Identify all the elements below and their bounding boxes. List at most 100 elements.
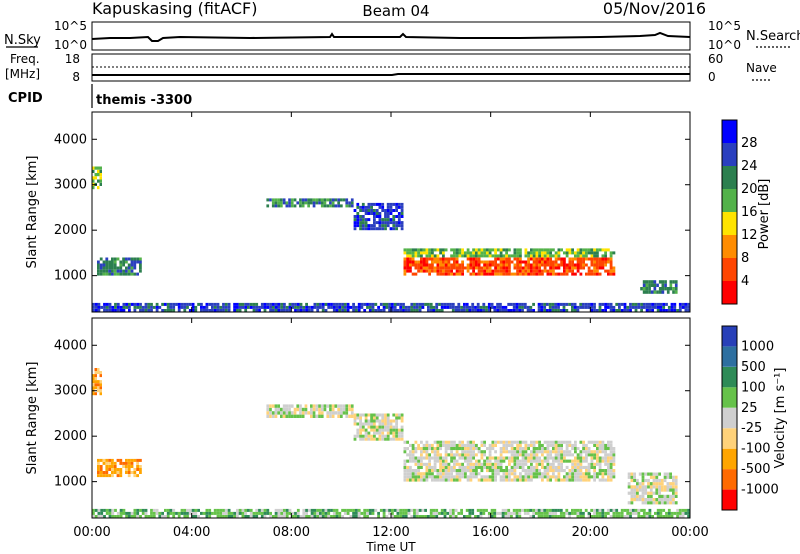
data-cell [674, 283, 678, 287]
data-cell [122, 260, 125, 264]
data-cell [307, 201, 310, 205]
data-cell [601, 443, 605, 447]
data-cell [518, 302, 522, 306]
data-cell [516, 248, 519, 252]
data-cell [487, 305, 491, 309]
data-cell [370, 437, 373, 441]
data-cell [593, 305, 596, 309]
data-cell [604, 257, 607, 261]
data-cell [368, 511, 372, 515]
data-cell [466, 475, 470, 479]
data-cell [627, 491, 631, 495]
data-cell [609, 475, 613, 479]
data-cell [585, 248, 588, 252]
colorbar-segment [722, 189, 737, 212]
data-cell [307, 204, 310, 208]
data-cell [103, 305, 106, 309]
data-cell [499, 248, 503, 252]
data-cell [607, 462, 610, 466]
data-cell [563, 453, 566, 457]
data-cell [660, 482, 664, 486]
data-cell [463, 305, 466, 309]
data-cell [645, 287, 649, 291]
data-cell [367, 419, 371, 423]
data-cell [464, 469, 467, 473]
data-cell [346, 508, 350, 512]
data-cell [211, 511, 214, 515]
data-cell [321, 511, 325, 515]
nsky-label: N.Sky [4, 33, 41, 48]
data-cell [370, 209, 373, 212]
data-cell [554, 511, 558, 515]
data-cell [563, 456, 566, 460]
data-cell [263, 302, 267, 306]
data-cell [230, 511, 234, 515]
data-cell [338, 515, 342, 518]
data-cell [111, 257, 114, 261]
data-cell [444, 472, 448, 476]
data-cell [482, 511, 486, 515]
data-cell [516, 251, 519, 255]
data-cell [482, 309, 486, 312]
data-cell [417, 456, 420, 460]
data-cell [451, 515, 455, 518]
data-cell [388, 309, 391, 312]
data-cell [274, 508, 278, 512]
data-cell [618, 511, 621, 515]
data-cell [472, 257, 475, 261]
data-cell [133, 468, 137, 471]
data-cell [122, 263, 125, 267]
data-cell [607, 269, 610, 273]
data-cell [609, 263, 613, 267]
data-cell [532, 260, 536, 264]
data-cell [403, 447, 407, 451]
data-cell [436, 447, 440, 451]
data-cell [574, 456, 577, 460]
data-cell [451, 302, 455, 306]
data-cell [641, 482, 645, 486]
data-cell [418, 515, 422, 518]
data-cell [122, 309, 126, 312]
data-cell [593, 443, 596, 447]
data-cell [571, 475, 574, 479]
data-cell [510, 440, 514, 444]
data-cell [136, 515, 140, 518]
data-cell [381, 437, 385, 441]
data-cell [648, 508, 652, 512]
data-cell [670, 511, 674, 515]
freq-tick-bottom: 8 [72, 70, 80, 84]
data-cell [323, 404, 327, 408]
data-cell [486, 254, 489, 258]
data-cell [381, 227, 385, 231]
data-cell [585, 465, 588, 469]
data-cell [378, 437, 382, 441]
data-cell [269, 309, 272, 312]
data-cell [488, 469, 492, 473]
data-cell [590, 465, 594, 469]
data-cell [164, 309, 167, 312]
data-cell [604, 248, 607, 252]
data-cell [330, 302, 333, 306]
data-cell [527, 456, 530, 460]
data-cell [502, 459, 506, 463]
data-cell [538, 459, 541, 463]
data-cell [414, 462, 418, 466]
data-cell [111, 305, 115, 309]
cpid-label: CPID [8, 91, 43, 106]
data-cell [483, 465, 486, 469]
data-cell [133, 272, 137, 276]
data-cell [502, 266, 506, 270]
data-cell [519, 475, 522, 479]
data-cell [626, 309, 630, 312]
data-cell [458, 248, 462, 252]
data-cell [607, 447, 610, 451]
data-cell [458, 456, 462, 460]
data-cell [350, 414, 354, 418]
data-cell [560, 450, 563, 454]
data-cell [291, 515, 295, 518]
data-cell [521, 447, 525, 451]
data-cell [241, 515, 245, 518]
data-cell [513, 462, 517, 466]
data-cell [425, 478, 429, 482]
